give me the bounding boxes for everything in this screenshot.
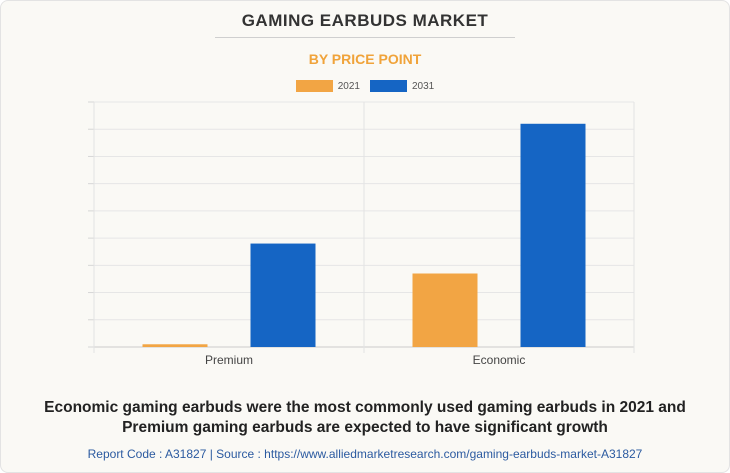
legend-label-2031: 2031 [412,80,435,92]
legend-swatch-2031 [370,80,407,92]
x-tick-label-economic: Economic [473,353,526,367]
bar-economic-2021 [412,273,478,347]
chart-caption: Economic gaming earbuds were the most co… [10,398,720,438]
bar-premium-2021 [142,344,208,347]
bar-economic-2031 [520,123,586,348]
legend-item-2031[interactable]: 2031 [370,80,434,92]
caption-line-2: Premium gaming earbuds are expected to h… [122,419,608,436]
chart-title: GAMING EARBUDS MARKET [241,11,489,30]
bar-premium-2031 [250,243,316,347]
x-tick-label-premium: Premium [205,353,253,367]
legend-item-2021[interactable]: 2021 [295,80,360,92]
source-line: Report Code : A31827 | Source : https://… [87,447,643,461]
title-divider [215,37,515,38]
legend: 2021 2031 [0,80,730,92]
legend-label-2021: 2021 [337,80,360,92]
legend-swatch-2021 [295,80,333,92]
chart-subtitle: BY PRICE POINT [308,51,422,67]
caption-line-1: Economic gaming earbuds were the most co… [44,399,686,416]
